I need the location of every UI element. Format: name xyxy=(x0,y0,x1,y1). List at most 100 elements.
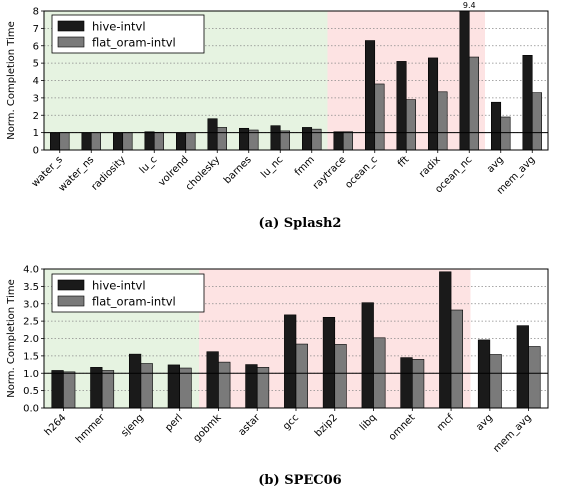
bar-hive-intvl-lu_nc xyxy=(270,125,281,151)
legend-label: flat_oram-intvl xyxy=(92,36,176,50)
bar-flat_oram-intvl-ocean_nc xyxy=(468,56,479,151)
x-tick-label: radiosity xyxy=(89,154,127,192)
y-tick-label: 4 xyxy=(33,76,39,87)
x-tick-label: perl xyxy=(163,412,184,433)
y-tick-label: 1 xyxy=(33,128,39,139)
x-tick-label: avg xyxy=(474,412,495,433)
y-tick-label: 2.5 xyxy=(23,317,39,328)
y-axis-label: Norm. Completion Time xyxy=(6,279,17,398)
y-tick-label: 4.0 xyxy=(23,265,39,276)
bar-hive-intvl-water_s xyxy=(49,132,61,151)
bar-hive-intvl-sjeng xyxy=(128,353,142,409)
y-tick-label: 3.5 xyxy=(23,282,39,293)
y-tick-label: 5 xyxy=(33,59,39,70)
figure-caption: (b) SPEC06 xyxy=(258,473,341,488)
bar-flat_oram-intvl-gobmk xyxy=(218,361,231,409)
bar-flat_oram-intvl-cholesky xyxy=(216,127,227,151)
bar-flat_oram-intvl-lu_c xyxy=(153,131,164,151)
y-tick-label: 2.0 xyxy=(23,334,39,345)
bar-flat_oram-intvl-water_ns xyxy=(90,132,101,151)
legend-label: hive-intvl xyxy=(92,20,146,34)
bar-hive-intvl-fmm xyxy=(301,127,313,151)
x-tick-label: astar xyxy=(237,412,263,438)
bar-hive-intvl-bzip2 xyxy=(322,317,336,409)
bar-hive-intvl-ocean_c xyxy=(364,40,376,151)
x-tick-label: omnet xyxy=(387,412,418,443)
y-tick-label: 1.5 xyxy=(23,351,39,362)
bar-hive-intvl-avg xyxy=(490,101,502,151)
bar-flat_oram-intvl-mem_avg xyxy=(528,346,541,409)
legend: hive-intvl flat_oram-intvl xyxy=(51,14,205,54)
bar-hive-intvl-raytrace xyxy=(333,131,344,151)
x-tick-label: hmmer xyxy=(74,412,108,446)
bar-hive-intvl-h264 xyxy=(51,370,64,409)
bar-flat_oram-intvl-water_s xyxy=(59,132,70,151)
bar-flat_oram-intvl-h264 xyxy=(63,371,76,409)
y-tick-label: 0.0 xyxy=(23,404,39,415)
bar-flat_oram-intvl-bzip2 xyxy=(334,344,347,409)
legend-swatch xyxy=(57,279,85,291)
y-tick-label: 8 xyxy=(33,7,39,18)
bar-hive-intvl-lu_c xyxy=(144,131,155,151)
chart-spec06: 0.0 0.5 1.0 1.5 2.0 2.5 3.0 3.5 4.0 Norm. Complet… xyxy=(6,265,549,488)
bar-flat_oram-intvl-omnet xyxy=(412,359,425,409)
bar-flat_oram-intvl-gcc xyxy=(295,343,308,409)
bar-hive-intvl-mem_avg xyxy=(516,325,529,409)
bar-hive-intvl-cholesky xyxy=(207,118,218,151)
x-tick-label: radix xyxy=(417,154,443,180)
bar-hive-intvl-water_ns xyxy=(81,132,92,151)
legend-label: flat_oram-intvl xyxy=(92,295,176,309)
x-tick-label: libq xyxy=(358,412,379,433)
bar-flat_oram-intvl-fft xyxy=(405,99,416,151)
bar-flat_oram-intvl-radiosity xyxy=(122,132,133,151)
bar-flat_oram-intvl-raytrace xyxy=(342,131,353,151)
bar-hive-intvl-gcc xyxy=(284,314,297,409)
plot-frame xyxy=(43,10,549,151)
x-tick-label: h264 xyxy=(43,412,69,438)
x-tick-label: lu_c xyxy=(138,154,160,176)
y-tick-label: 1.0 xyxy=(23,369,39,380)
bar-hive-intvl-omnet xyxy=(400,357,413,409)
bar-hive-intvl-astar xyxy=(245,364,258,409)
y-tick-label: 2 xyxy=(33,111,39,122)
legend-label: hive-intvl xyxy=(92,279,146,293)
bar-hive-intvl-ocean_nc xyxy=(459,10,470,151)
bar-hive-intvl-radiosity xyxy=(113,132,124,151)
bar-hive-intvl-mem_avg xyxy=(522,55,533,151)
bar-flat_oram-intvl-ocean_c xyxy=(374,83,385,151)
x-tick-label: bzip2 xyxy=(313,412,340,439)
y-tick-label: 3 xyxy=(33,93,39,104)
x-tick-label: lu_nc xyxy=(259,154,285,180)
x-tick-label: ocean_c xyxy=(343,154,380,191)
bar-hive-intvl-libq xyxy=(361,302,374,409)
x-tick-label: sjeng xyxy=(119,412,146,439)
x-tick-label: fmm xyxy=(293,154,317,178)
bar-flat_oram-intvl-lu_nc xyxy=(279,130,290,151)
x-tick-label: avg xyxy=(485,154,506,175)
x-tick-label: gobmk xyxy=(192,412,224,444)
x-tick-label: fft xyxy=(396,154,411,169)
legend: hive-intvl flat_oram-intvl xyxy=(51,273,205,313)
x-tick-label: raytrace xyxy=(311,154,348,191)
bar-flat_oram-intvl-volrend xyxy=(185,132,196,151)
bar-hive-intvl-mcf xyxy=(439,271,452,409)
y-tick-label: 0 xyxy=(33,146,39,157)
bar-flat_oram-intvl-radix xyxy=(437,91,448,151)
bar-hive-intvl-gobmk xyxy=(206,351,219,409)
bar-flat_oram-intvl-hmmer xyxy=(101,370,115,409)
bar-flat_oram-intvl-avg xyxy=(489,354,502,409)
bar-flat_oram-intvl-mem_avg xyxy=(531,92,542,151)
bar-hive-intvl-barnes xyxy=(239,127,250,151)
bar-flat_oram-intvl-sjeng xyxy=(140,363,153,409)
x-tick-label: barnes xyxy=(222,154,254,186)
x-tick-label: gcc xyxy=(281,412,301,432)
legend-swatch xyxy=(57,20,85,32)
y-tick-label: 6 xyxy=(33,41,39,52)
bar-hive-intvl-avg xyxy=(477,339,491,409)
bar-flat_oram-intvl-avg xyxy=(500,116,511,151)
figure-caption: (a) Splash2 xyxy=(259,216,342,231)
y-axis-label: Norm. Completion Time xyxy=(6,21,17,140)
y-tick-label: 3.0 xyxy=(23,299,39,310)
bar-hive-intvl-perl xyxy=(167,364,180,409)
